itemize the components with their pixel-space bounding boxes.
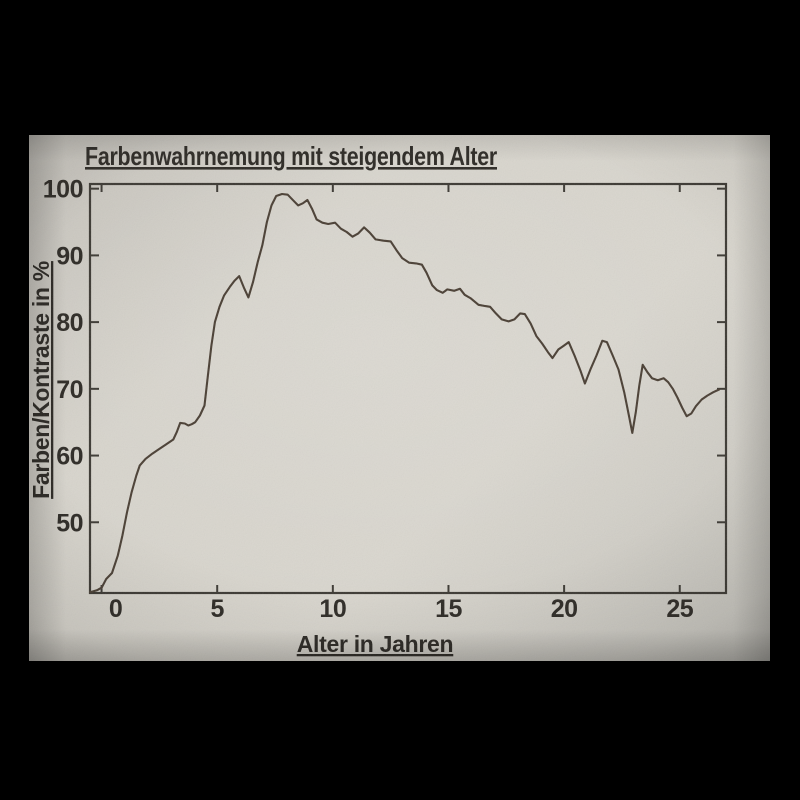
paper-grain-texture bbox=[29, 135, 770, 661]
